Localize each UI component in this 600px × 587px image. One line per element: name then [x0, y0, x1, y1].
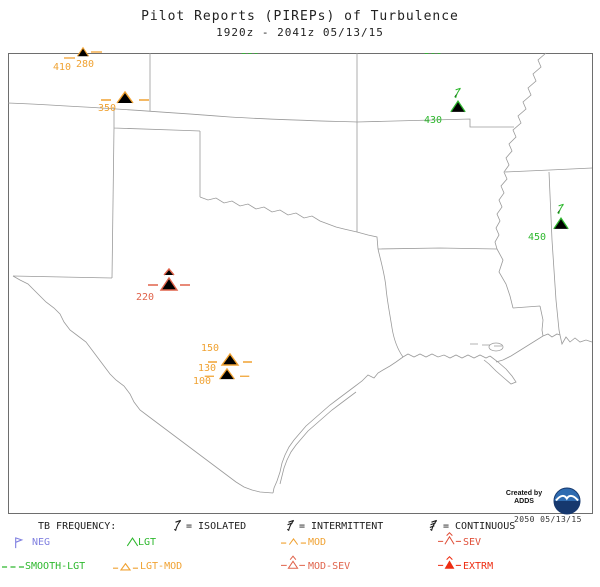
- altitude-label: 430: [424, 115, 443, 126]
- isolated-frequency-icon: [173, 519, 182, 532]
- pirep-410: 410: [50, 55, 90, 75]
- lake-pontchartrain: [488, 342, 504, 352]
- isolated-label: = ISOLATED: [186, 521, 247, 532]
- pirep-450: 450: [526, 201, 578, 245]
- altitude-label: 280: [76, 59, 95, 70]
- altitude-label: 410: [53, 62, 72, 73]
- coast-ms-al: [542, 333, 593, 346]
- pirep-500-clipped: 500: [424, 53, 450, 58]
- border-ar-mo: [356, 118, 514, 128]
- altitude-label: 350: [98, 103, 117, 114]
- lgt-mod-symbol: [113, 562, 138, 571]
- mod-sev-symbol: [148, 267, 190, 291]
- border-rio-grande: [12, 275, 274, 494]
- continuous-label: = CONTINUOUS: [443, 521, 516, 532]
- border-tx-la: [377, 248, 404, 358]
- smooth-lgt-dashes-symbol: [2, 566, 24, 568]
- altitude-label: 500: [424, 53, 450, 57]
- pirep-380-clipped: 380: [241, 53, 267, 58]
- valid-time-range: 1920z - 2041z 05/13/15: [216, 26, 384, 39]
- altitude-label: 380: [241, 53, 267, 57]
- coast-louisiana: [402, 335, 544, 385]
- border-tx-nm: [12, 127, 115, 279]
- isolated-frequency-icon: [557, 203, 564, 215]
- mod-sev-symbol: [281, 555, 305, 569]
- mod-symbol: [101, 90, 149, 104]
- mod-symbol: [204, 367, 250, 380]
- border-mississippi-river: [494, 52, 547, 250]
- severity-label: MOD: [308, 537, 327, 548]
- severity-label: SEV: [463, 537, 482, 548]
- severity-label: LGT: [138, 537, 157, 548]
- lgt-mod-symbol: [208, 352, 252, 366]
- generation-timestamp: 2050 05/13/15: [514, 515, 582, 524]
- isolated-frequency-icon: [454, 87, 461, 99]
- coast-texas-barrier: [279, 391, 357, 485]
- intermittent-frequency-icon: [286, 519, 295, 532]
- coast-texas: [272, 356, 404, 494]
- credit-line1: Created by: [505, 490, 543, 497]
- coast-islands: [470, 343, 502, 347]
- neg-flag-icon: [15, 537, 24, 549]
- border-ar-la: [377, 247, 498, 250]
- severity-label: NEG: [32, 537, 51, 548]
- border-ms-al: [548, 171, 561, 336]
- severity-label: MOD-SEV: [308, 561, 351, 572]
- altitude-label: 130: [198, 363, 217, 374]
- extrm-symbol: [438, 556, 461, 569]
- border-red-river: [199, 196, 379, 250]
- map-frame: [8, 53, 593, 514]
- pirep-280: 280: [74, 44, 120, 72]
- tb-frequency-label: TB FREQUENCY:: [38, 521, 117, 532]
- lgt-caret-symbol: [450, 99, 466, 113]
- sev-symbol: [438, 532, 461, 545]
- continuous-frequency-icon: [429, 519, 438, 532]
- border-37n: [7, 102, 358, 123]
- mod-caret-symbol: [76, 46, 90, 57]
- page-title: Pilot Reports (PIREPs) of Turbulence: [141, 9, 459, 24]
- noaa-logo: [553, 487, 581, 515]
- intermittent-label: = INTERMITTENT: [299, 521, 384, 532]
- mod-symbol: [281, 538, 306, 545]
- lgt-caret-symbol: [126, 537, 139, 547]
- altitude-label: 150: [201, 343, 220, 354]
- lgt-caret-symbol: [553, 216, 569, 230]
- severity-label: SMOOTH-LGT: [25, 561, 86, 572]
- pirep-220: 220: [134, 266, 194, 306]
- severity-label: LGT-MOD: [140, 561, 183, 572]
- pirep-430: 430: [424, 87, 476, 129]
- mod-dash-symbol: [64, 57, 75, 59]
- credit-text: Created by ADDS: [498, 490, 550, 506]
- border-ok-panhandle: [113, 108, 201, 197]
- altitude-label: 100: [193, 376, 212, 387]
- altitude-label: 220: [136, 292, 155, 303]
- credit-line2: ADDS: [514, 498, 534, 505]
- pirep-cluster-150-130-100: 150 130 100: [192, 342, 258, 392]
- altitude-label: 450: [528, 232, 547, 243]
- border-la-ms: [496, 248, 544, 337]
- severity-label: EXTRM: [463, 561, 494, 572]
- border-tn: [504, 167, 593, 173]
- pirep-350: 350: [98, 88, 154, 116]
- mod-dash-symbol: [91, 51, 102, 53]
